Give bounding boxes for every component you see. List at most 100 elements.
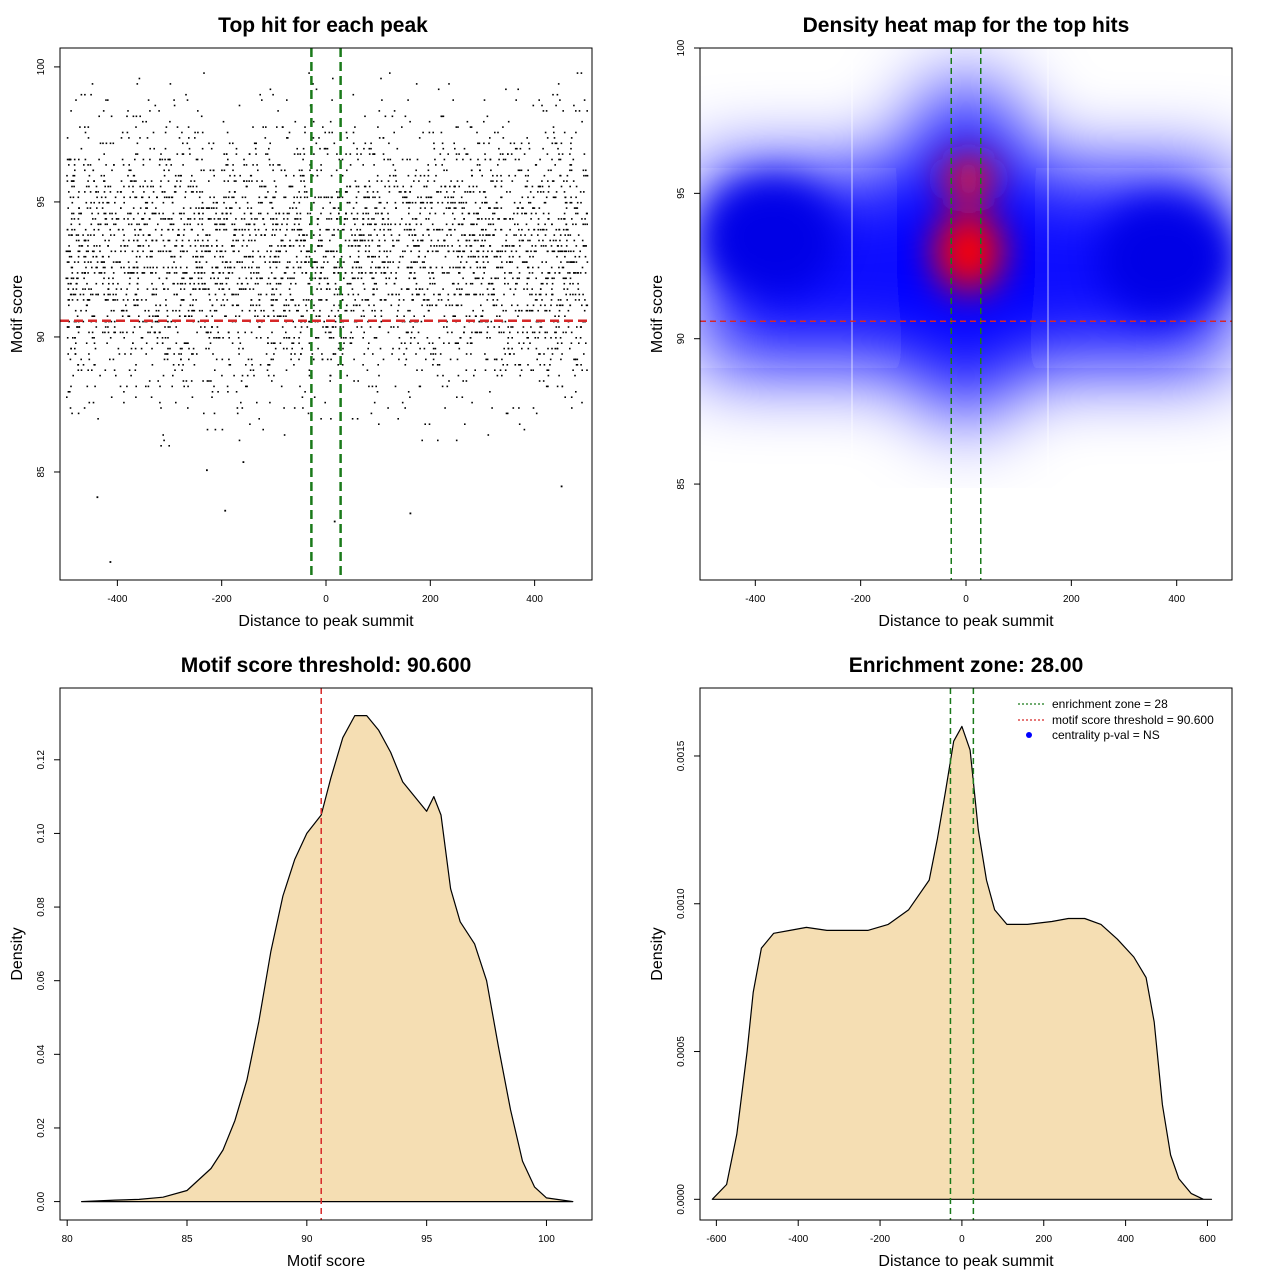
- scatter-point: [272, 223, 274, 226]
- scatter-point: [178, 364, 180, 366]
- scatter-point: [387, 218, 390, 220]
- scatter-point: [144, 309, 146, 312]
- scatter-point: [350, 331, 352, 334]
- scatter-point: [307, 250, 309, 253]
- scatter-point: [415, 353, 417, 355]
- scatter-point: [350, 245, 353, 247]
- scatter-point: [486, 201, 488, 204]
- scatter-point: [370, 223, 372, 226]
- scatter-point: [533, 331, 536, 334]
- scatter-point: [84, 288, 86, 290]
- scatter-point: [529, 342, 531, 344]
- scatter-point: [526, 137, 528, 139]
- scatter-point: [65, 277, 68, 280]
- scatter-point: [121, 158, 124, 161]
- scatter-point: [338, 304, 341, 307]
- scatter-point: [364, 142, 367, 145]
- scatter-point: [506, 261, 508, 263]
- scatter-point: [469, 234, 471, 236]
- scatter-point: [427, 218, 430, 220]
- scatter-point: [370, 412, 373, 415]
- scatter-point: [70, 277, 73, 280]
- scatter-point: [295, 218, 297, 220]
- scatter-point: [319, 309, 321, 312]
- scatter-point: [261, 201, 263, 204]
- scatter-point: [244, 266, 246, 269]
- scatter-point: [464, 423, 466, 425]
- scatter-point: [378, 423, 380, 425]
- scatter-point: [206, 234, 209, 236]
- scatter-point: [270, 272, 273, 274]
- scatter-point: [507, 120, 510, 123]
- scatter-point: [512, 407, 515, 409]
- scatter-point: [145, 385, 147, 388]
- scatter-point: [380, 315, 383, 317]
- scatter-point: [228, 191, 231, 193]
- scatter-point: [72, 174, 74, 177]
- scatter-point: [175, 326, 177, 328]
- scatter-point: [217, 337, 219, 339]
- scatter-point: [533, 207, 536, 209]
- scatter-point: [585, 174, 587, 177]
- scatter-point: [93, 250, 95, 253]
- scatter-point: [235, 153, 238, 155]
- scatter-point: [114, 223, 117, 226]
- scatter-point: [476, 250, 478, 253]
- scatter-point: [459, 250, 461, 253]
- scatter-point: [257, 293, 260, 296]
- scatter-point: [484, 191, 486, 193]
- scatter-point: [300, 261, 303, 263]
- scatter-point: [415, 288, 417, 290]
- scatter-point: [184, 191, 187, 193]
- scatter-point: [566, 180, 568, 182]
- scatter-point: [489, 223, 492, 226]
- scatter-point: [69, 158, 72, 161]
- scatter-point: [480, 331, 483, 334]
- scatter-point: [461, 234, 463, 236]
- scatter-point: [188, 347, 190, 350]
- scatter-point: [257, 201, 260, 204]
- scatter-point: [85, 250, 88, 253]
- scatter-point: [549, 364, 551, 366]
- scatter-point: [479, 234, 481, 236]
- scatter-point: [410, 337, 412, 339]
- scatter-point: [462, 201, 465, 204]
- scatter-point: [437, 88, 440, 91]
- scatter-point: [259, 185, 261, 188]
- scatter-point: [110, 309, 113, 312]
- scatter-point: [458, 272, 460, 274]
- scatter-point: [541, 272, 543, 274]
- scatter-point: [346, 218, 348, 220]
- scatter-point: [468, 185, 471, 188]
- scatter-point: [235, 228, 238, 231]
- scatter-point: [263, 309, 265, 312]
- scatter-point: [97, 293, 99, 296]
- scatter-point: [77, 250, 80, 253]
- scatter-point: [112, 261, 115, 263]
- scatter-point: [447, 293, 450, 296]
- scatter-point: [302, 239, 305, 242]
- scatter-point: [553, 196, 556, 199]
- scatter-point: [477, 142, 479, 145]
- scatter-point: [147, 99, 150, 101]
- scatter-point: [288, 131, 291, 134]
- scatter-point: [250, 174, 253, 177]
- scatter-point: [146, 266, 149, 269]
- scatter-point: [348, 201, 351, 204]
- scatter-point: [558, 266, 560, 269]
- scatter-point: [491, 250, 493, 253]
- scatter-point: [163, 169, 165, 172]
- scatter-point: [134, 228, 136, 231]
- scatter-point: [531, 331, 534, 334]
- scatter-point: [560, 250, 563, 253]
- scatter-point: [493, 207, 496, 209]
- scatter-point: [147, 331, 149, 334]
- scatter-point: [410, 272, 412, 274]
- scatter-point: [228, 337, 230, 339]
- scatter-point: [409, 266, 412, 269]
- scatter-point: [416, 261, 418, 263]
- scatter-point: [437, 191, 440, 193]
- scatter-point: [231, 342, 234, 344]
- scatter-point: [182, 380, 185, 382]
- scatter-point: [85, 309, 87, 312]
